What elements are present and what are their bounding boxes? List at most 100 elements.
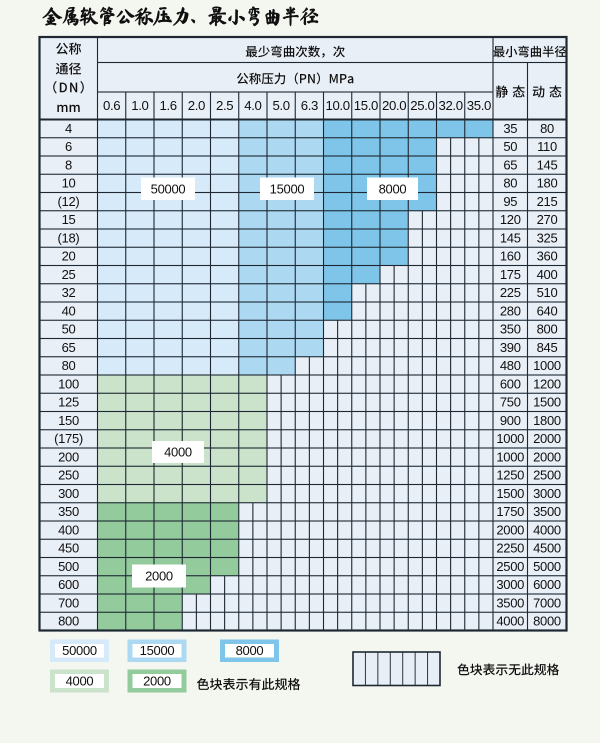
svg-text:270: 270 [537,212,558,227]
svg-text:80: 80 [62,358,76,373]
svg-text:4: 4 [65,121,72,136]
svg-text:125: 125 [58,395,79,410]
svg-text:2000: 2000 [533,431,561,446]
svg-text:25: 25 [62,267,76,282]
svg-text:40: 40 [62,303,76,318]
svg-text:32.0: 32.0 [438,98,462,113]
svg-text:3500: 3500 [496,595,524,610]
svg-text:280: 280 [500,303,521,318]
svg-text:32: 32 [62,285,76,300]
svg-text:400: 400 [58,522,79,537]
svg-text:2500: 2500 [496,559,524,574]
svg-text:6.3: 6.3 [301,98,318,113]
svg-text:2000: 2000 [533,449,561,464]
svg-text:4.0: 4.0 [244,98,261,113]
svg-text:(12): (12) [58,194,80,209]
svg-text:6: 6 [65,139,72,154]
svg-text:1000: 1000 [496,449,524,464]
svg-text:4000: 4000 [533,522,561,537]
svg-text:15.0: 15.0 [354,98,378,113]
svg-text:510: 510 [537,285,558,300]
svg-text:2000: 2000 [145,569,173,584]
svg-text:480: 480 [500,358,521,373]
svg-text:80: 80 [503,176,517,191]
svg-text:1500: 1500 [533,395,561,410]
svg-text:1.6: 1.6 [159,98,176,113]
svg-text:800: 800 [537,322,558,337]
svg-text:800: 800 [58,614,79,629]
svg-text:10.0: 10.0 [325,98,349,113]
svg-text:50000: 50000 [62,643,97,658]
svg-text:845: 845 [537,340,558,355]
svg-text:35.0: 35.0 [467,98,491,113]
svg-text:1.0: 1.0 [131,98,148,113]
svg-text:4500: 4500 [533,541,561,556]
svg-text:200: 200 [58,449,79,464]
svg-text:1750: 1750 [496,504,524,519]
svg-text:5.0: 5.0 [272,98,289,113]
svg-text:2.5: 2.5 [216,98,233,113]
svg-text:1500: 1500 [496,486,524,501]
svg-text:10: 10 [62,176,76,191]
svg-text:3000: 3000 [496,577,524,592]
svg-text:400: 400 [537,267,558,282]
svg-text:1200: 1200 [533,376,561,391]
svg-text:900: 900 [500,413,521,428]
svg-text:150: 150 [58,413,79,428]
svg-text:50: 50 [62,322,76,337]
svg-text:50000: 50000 [151,181,186,196]
svg-text:640: 640 [537,303,558,318]
svg-text:8000: 8000 [379,181,407,196]
svg-text:1800: 1800 [533,413,561,428]
svg-text:450: 450 [58,541,79,556]
svg-text:2.0: 2.0 [188,98,205,113]
svg-text:145: 145 [537,157,558,172]
svg-text:225: 225 [500,285,521,300]
svg-text:15: 15 [62,212,76,227]
svg-text:1000: 1000 [533,358,561,373]
svg-text:2500: 2500 [533,468,561,483]
svg-text:(175): (175) [54,431,83,446]
svg-text:5000: 5000 [533,559,561,574]
svg-text:120: 120 [500,212,521,227]
svg-text:4000: 4000 [164,445,192,460]
svg-text:750: 750 [500,395,521,410]
svg-text:8: 8 [65,157,72,172]
svg-text:25.0: 25.0 [410,98,434,113]
svg-text:15000: 15000 [270,181,305,196]
svg-text:6000: 6000 [533,577,561,592]
svg-text:160: 160 [500,249,521,264]
svg-text:65: 65 [503,157,517,172]
svg-text:700: 700 [58,595,79,610]
svg-text:3500: 3500 [533,504,561,519]
svg-text:20: 20 [62,249,76,264]
svg-text:1250: 1250 [496,468,524,483]
svg-text:215: 215 [537,194,558,209]
svg-text:65: 65 [62,340,76,355]
svg-text:7000: 7000 [533,595,561,610]
svg-text:50: 50 [503,139,517,154]
svg-text:0.6: 0.6 [103,98,120,113]
svg-text:600: 600 [500,376,521,391]
svg-text:1000: 1000 [496,431,524,446]
svg-text:360: 360 [537,249,558,264]
svg-text:180: 180 [537,176,558,191]
svg-text:8000: 8000 [533,614,561,629]
svg-text:2000: 2000 [496,522,524,537]
svg-text:15000: 15000 [140,643,175,658]
svg-text:95: 95 [503,194,517,209]
svg-text:2000: 2000 [143,673,171,688]
svg-text:350: 350 [58,504,79,519]
svg-text:20.0: 20.0 [382,98,406,113]
svg-text:4000: 4000 [496,614,524,629]
svg-text:390: 390 [500,340,521,355]
svg-text:110: 110 [537,139,557,154]
svg-text:600: 600 [58,577,79,592]
svg-text:145: 145 [500,230,521,245]
svg-text:250: 250 [58,468,79,483]
svg-text:350: 350 [500,322,521,337]
svg-text:35: 35 [503,121,517,136]
svg-text:4000: 4000 [66,673,94,688]
svg-text:100: 100 [58,376,79,391]
svg-text:300: 300 [58,486,79,501]
